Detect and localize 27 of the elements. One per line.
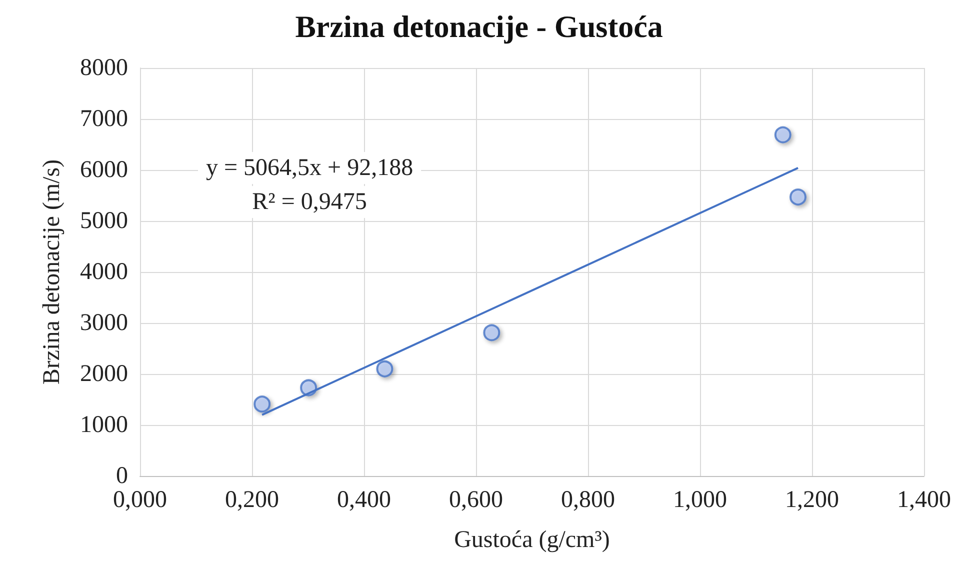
x-tick-label: 0,000 (113, 487, 167, 513)
x-tick-label: 0,600 (449, 487, 503, 513)
x-tick-label: 0,800 (561, 487, 615, 513)
point (790, 188, 806, 206)
y-tick-label: 5000 (80, 208, 128, 234)
point (254, 396, 271, 413)
point (376, 360, 394, 378)
y-tick-label: 2000 (80, 361, 128, 387)
y-tick-label: 1000 (80, 412, 128, 438)
y-tick-label: 3000 (80, 310, 128, 336)
y-tick-label: 0 (116, 463, 128, 489)
x-tick-label: 1,200 (785, 487, 839, 513)
annotation: R² = 0,9475 (252, 189, 367, 215)
y-tick-label: 6000 (80, 157, 128, 183)
chart-title: Brzina detonacije - Gustoća (295, 9, 664, 44)
point (483, 324, 500, 342)
y-tick-label: 7000 (80, 106, 128, 132)
x-tick-label: 0,400 (337, 487, 391, 513)
x-axis-title: Gustoća (g/cm³) (454, 527, 610, 553)
y-tick-label: 8000 (80, 55, 128, 81)
y-tick-label: 4000 (80, 259, 128, 285)
y-axis-title: Brzina detonacije (m/s) (39, 159, 65, 385)
annotation: y = 5064,5x + 92,188 (206, 155, 414, 181)
point (774, 126, 792, 144)
x-tick-label: 0,200 (225, 487, 279, 513)
x-tick-label: 1,400 (897, 487, 951, 513)
x-tick-label: 1,000 (673, 487, 727, 513)
